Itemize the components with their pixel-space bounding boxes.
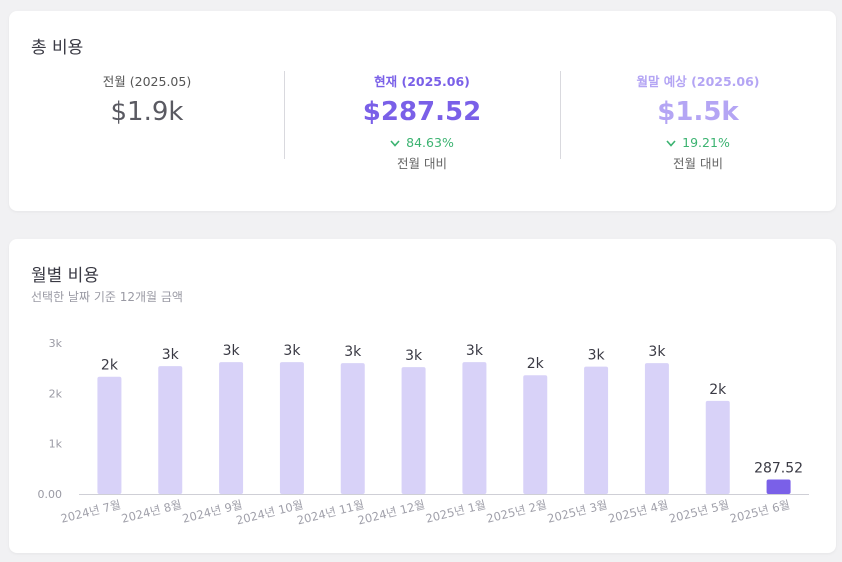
metric-forecast-month: 월말 예상 (2025.06) $1.5k 19.21% 전월 대비 <box>560 73 836 172</box>
bar-data-label: 3k <box>344 344 362 360</box>
metric-change: 19.21% <box>560 135 836 151</box>
metric-sub-label: 전월 대비 <box>673 156 723 171</box>
metric-divider <box>560 71 561 159</box>
chevron-down-icon <box>666 140 676 147</box>
x-tick-label: 2024년 11월 <box>295 497 365 527</box>
bar[interactable] <box>644 363 669 494</box>
x-tick-label: 2024년 12월 <box>356 497 426 527</box>
bar[interactable] <box>340 363 365 494</box>
metric-previous-month: 전월 (2025.05) $1.9k <box>9 73 285 129</box>
y-tick-label: 3k <box>49 337 63 350</box>
bar[interactable] <box>97 376 122 494</box>
bar-data-label: 2k <box>101 358 119 374</box>
metric-label: 전월 (2025.05) <box>102 74 192 89</box>
bar[interactable] <box>401 367 426 494</box>
bar[interactable] <box>462 362 487 494</box>
monthly-subtitle: 선택한 날짜 기준 12개월 금액 <box>31 290 183 304</box>
bar[interactable] <box>219 362 244 494</box>
metric-change-value: 19.21% <box>682 135 730 150</box>
bar-data-label: 287.52 <box>754 461 803 477</box>
bar-data-label: 3k <box>162 347 180 363</box>
bar-data-label: 3k <box>648 344 666 360</box>
bar[interactable] <box>705 400 730 494</box>
x-tick-label: 2024년 9월 <box>181 497 244 525</box>
y-tick-label: 0.00 <box>38 488 63 501</box>
bar-data-label: 2k <box>527 356 545 372</box>
monthly-cost-card: 월별 비용 선택한 날짜 기준 12개월 금액 0.00 1k 2k 3k 2k 2024… <box>9 239 836 553</box>
bar[interactable] <box>158 366 183 494</box>
bar-data-label: 3k <box>405 348 423 364</box>
x-tick-label: 2025년 2월 <box>485 497 548 525</box>
x-tick-label: 2025년 1월 <box>424 497 487 525</box>
x-tick-label: 2024년 7월 <box>59 497 122 525</box>
bar-data-label: 3k <box>588 348 606 364</box>
bar[interactable] <box>523 375 548 494</box>
metric-sub-label: 전월 대비 <box>397 156 447 171</box>
metric-current-month: 현재 (2025.06) $287.52 84.63% 전월 대비 <box>284 73 560 172</box>
bar-data-label: 2k <box>709 382 727 398</box>
y-tick-label: 2k <box>49 387 63 400</box>
bar[interactable] <box>584 366 609 494</box>
x-tick-label: 2025년 4월 <box>607 497 670 525</box>
summary-title: 총 비용 <box>31 38 84 58</box>
metric-label: 현재 (2025.06) <box>374 74 470 89</box>
chevron-down-icon <box>390 140 400 147</box>
x-tick-label: 2025년 5월 <box>668 497 731 525</box>
metric-divider <box>284 71 285 159</box>
metric-value: $1.9k <box>110 97 184 127</box>
bar-data-label: 3k <box>223 343 241 359</box>
y-tick-label: 1k <box>49 438 63 451</box>
summary-card: 총 비용 전월 (2025.05) $1.9k 현재 (2025.06) $28… <box>9 11 836 211</box>
monthly-bar-chart: 0.00 1k 2k 3k 2k 2024년 7월 3k 2024년 8월 3k 2024년 9월… <box>38 337 809 528</box>
metric-change: 84.63% <box>284 135 560 151</box>
x-tick-label: 2025년 6월 <box>728 497 791 525</box>
bar-data-label: 3k <box>283 343 301 359</box>
x-tick-label: 2024년 8월 <box>120 497 183 525</box>
metric-value: $287.52 <box>362 97 482 127</box>
metric-change-value: 84.63% <box>406 135 454 150</box>
metric-label: 월말 예상 (2025.06) <box>636 74 760 89</box>
bar[interactable] <box>279 362 304 494</box>
metric-value: $1.5k <box>657 97 739 127</box>
x-tick-label: 2024년 10월 <box>235 497 305 527</box>
bar[interactable] <box>766 479 791 494</box>
monthly-title: 월별 비용 <box>31 266 99 286</box>
x-tick-label: 2025년 3월 <box>546 497 609 525</box>
bar-data-label: 3k <box>466 343 484 359</box>
